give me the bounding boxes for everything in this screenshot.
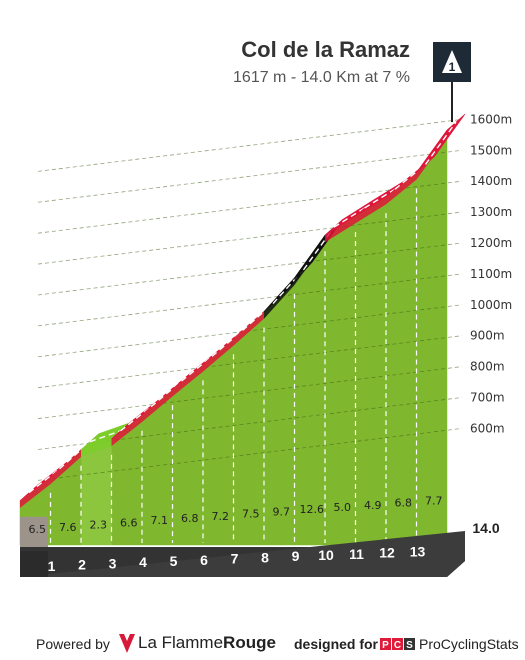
segment-gradient-label: 7.2 <box>212 510 230 523</box>
y-tick-label: 1200m <box>470 236 512 250</box>
km-label: 1 <box>48 558 56 574</box>
footer: Powered by La FlammeRouge designed for P… <box>0 628 525 658</box>
profile-ribbon-edge <box>172 364 203 397</box>
profile-ribbon-edge <box>20 476 51 508</box>
y-grid-line <box>37 242 463 296</box>
svg-text:S: S <box>406 640 413 651</box>
pcs-logo-icon: P C S <box>380 638 415 651</box>
svg-text:P: P <box>382 640 389 651</box>
y-tick-label: 1000m <box>470 298 512 312</box>
km-label: 10 <box>318 547 334 563</box>
y-tick-label: 800m <box>470 360 505 374</box>
designed-for-label: designed for <box>294 636 379 652</box>
mountain-icon <box>442 50 462 73</box>
profile-layer: 6.5 7.6 2.3 6.6 7.1 6.8 7.2 7.5 9.7 12.6 5.0 4.9 6.8… <box>19 82 466 577</box>
km-label: 3 <box>109 555 117 571</box>
profile-start-wall <box>20 516 48 551</box>
profile-ribbon-edge <box>386 172 417 205</box>
ribbon-center-line <box>89 430 121 443</box>
y-grid-line <box>37 211 463 265</box>
km-label: 12 <box>379 545 395 561</box>
end-km-label: 14.0 <box>472 520 499 536</box>
climb-subtitle: 1617 m - 14.0 Km at 7 % <box>233 69 410 86</box>
km-label: 9 <box>292 548 300 564</box>
segment-gradient-label: 6.8 <box>395 497 413 510</box>
segment-gradient-label: 6.8 <box>181 512 199 525</box>
profile-area-segment <box>385 171 417 546</box>
y-tick-label: 700m <box>470 390 505 404</box>
powered-by-label: Powered by <box>36 636 110 652</box>
y-tick-label: 600m <box>470 421 505 435</box>
climb-profile-chart: Col de la Ramaz 1617 m - 14.0 Km at 7 % … <box>19 37 512 577</box>
km-label: 5 <box>170 553 178 569</box>
y-tick-label: 1400m <box>470 174 512 188</box>
y-grid-line <box>37 427 463 481</box>
profile-ribbon-edge <box>325 216 356 243</box>
y-tick-label: 1300m <box>470 205 512 219</box>
profile-ribbon-edge <box>50 449 81 485</box>
y-grid-line <box>37 335 463 389</box>
y-grid-line <box>37 366 463 419</box>
segment-gradient-label: 7.5 <box>242 508 260 521</box>
category-badge: 1 <box>433 42 471 82</box>
segment-gradient-label: 7.6 <box>59 521 77 534</box>
y-grid-line <box>37 149 463 203</box>
km-label: 13 <box>410 543 426 559</box>
profile-ribbon-edge <box>233 311 264 346</box>
y-tick-label: 900m <box>470 329 505 343</box>
profile-area-segment <box>294 234 326 546</box>
y-grid-line <box>37 118 463 172</box>
category-number: 1 <box>449 60 456 74</box>
profile-ribbon-edge <box>142 389 173 422</box>
ribbon-center-line <box>333 207 365 228</box>
flame-logo-icon <box>119 634 135 653</box>
km-label: 11 <box>349 546 364 562</box>
segment-gradient-label: 7.7 <box>425 494 443 507</box>
y-tick-label: 1600m <box>470 112 512 126</box>
profile-ribbon-edge <box>355 197 386 224</box>
y-grid-line <box>37 273 463 327</box>
profile-area-segment <box>355 196 387 546</box>
climb-title: Col de la Ramaz <box>241 37 410 62</box>
km-label: 2 <box>78 557 86 573</box>
km-label: 6 <box>200 552 208 568</box>
km-label: 7 <box>231 551 239 567</box>
segment-gradient-label: 6.5 <box>29 523 47 536</box>
ribbon-center-line <box>120 406 152 432</box>
ribbon-center-line <box>424 121 457 165</box>
svg-text:C: C <box>394 640 401 651</box>
segment-gradient-label: 6.6 <box>120 516 138 529</box>
profile-area-segment <box>416 129 448 546</box>
profile-ribbon-edge <box>111 414 142 447</box>
lafflammerouge-brand: La FlammeRouge <box>138 633 276 652</box>
segment-gradient-label: 2.3 <box>90 519 108 532</box>
segment-gradient-label: 9.7 <box>273 505 291 518</box>
profile-ribbon-edge <box>203 338 234 372</box>
segment-gradient-label: 7.1 <box>151 514 169 527</box>
segment-gradient-label: 12.6 <box>300 503 325 516</box>
segment-gradient-label: 4.9 <box>364 499 382 512</box>
profile-ribbon-edge <box>81 438 112 457</box>
ribbon-center-line <box>364 188 396 209</box>
km-label: 4 <box>139 554 147 570</box>
y-grid-line <box>37 180 463 234</box>
y-tick-label: 1100m <box>470 267 512 281</box>
pcs-name: ProCyclingStats <box>419 636 519 652</box>
km-label: 8 <box>261 549 269 565</box>
ribbon-center-line <box>272 269 305 305</box>
segment-gradient-label: 5.0 <box>334 501 352 514</box>
km-base-bar-side <box>20 531 465 577</box>
ribbon-center-line <box>28 468 60 494</box>
y-tick-label: 1500m <box>470 143 512 157</box>
km-base-start <box>20 551 48 577</box>
